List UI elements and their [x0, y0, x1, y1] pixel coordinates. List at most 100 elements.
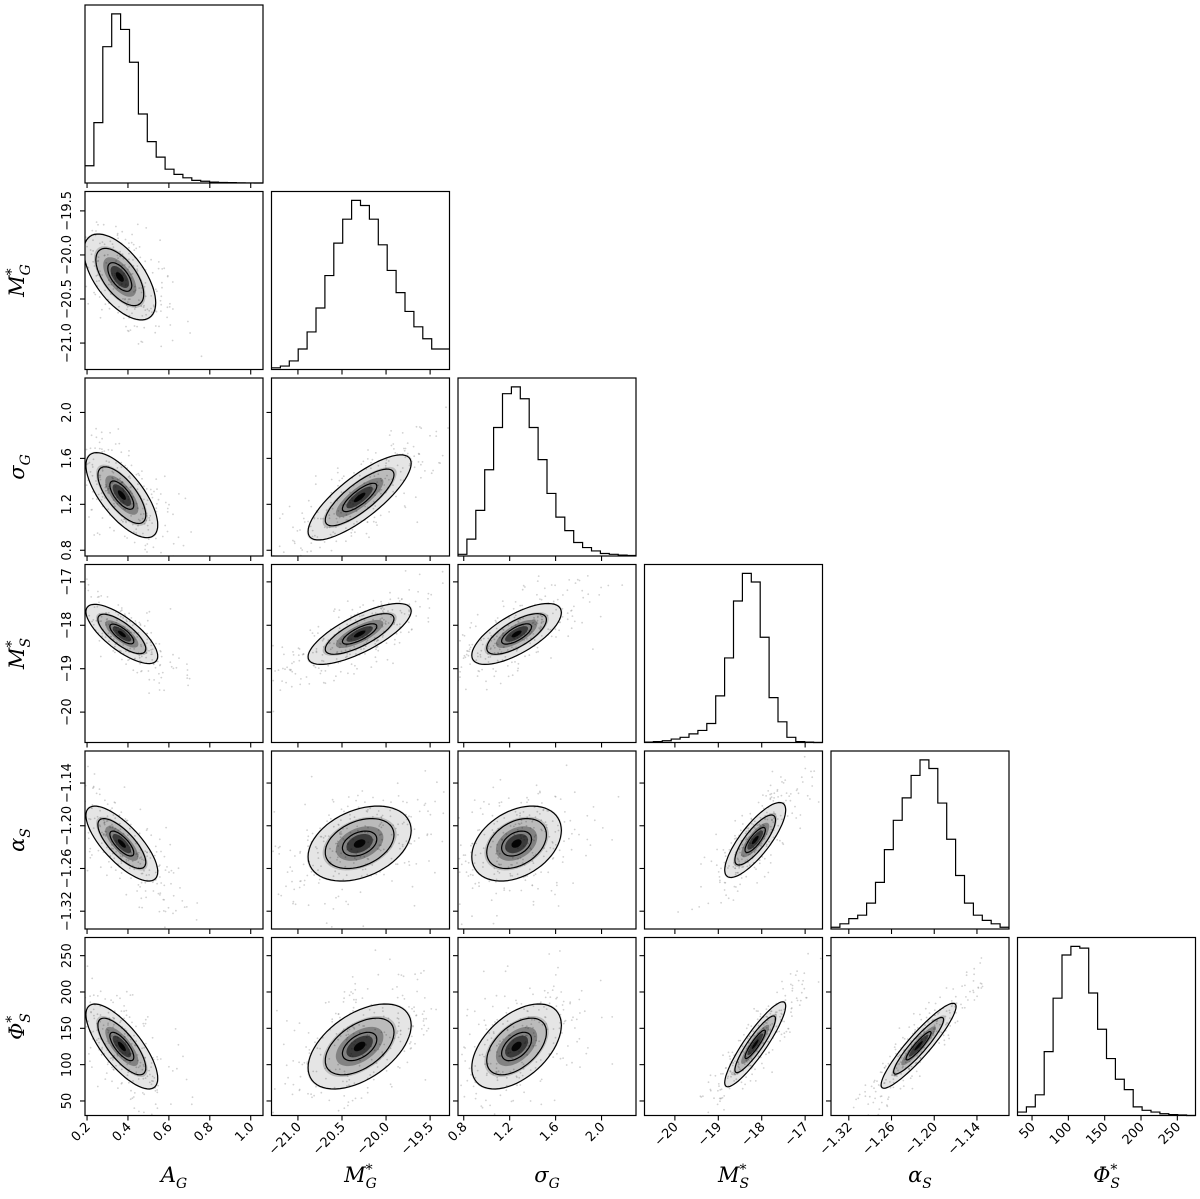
sample-point: [397, 597, 400, 600]
sample-point: [723, 1108, 725, 1111]
sample-point: [157, 267, 160, 270]
sample-point: [139, 1061, 142, 1064]
y-tick-label: −20: [60, 698, 75, 725]
sample-point: [171, 1070, 174, 1072]
sample-point: [150, 1083, 153, 1086]
sample-point: [539, 598, 541, 600]
sample-point: [146, 524, 149, 527]
sample-point: [151, 881, 154, 884]
sample-point: [150, 1113, 153, 1116]
sample-point: [139, 623, 142, 625]
sample-point: [802, 979, 804, 982]
sample-point: [129, 486, 132, 489]
sample-point: [519, 604, 522, 607]
sample-point: [137, 518, 140, 521]
sample-point: [611, 1063, 614, 1065]
sample-point: [505, 1089, 508, 1092]
sample-point: [766, 1033, 769, 1035]
sample-point: [790, 1011, 792, 1014]
sample-point: [750, 1057, 753, 1060]
sample-point: [81, 614, 83, 616]
sample-point: [507, 1007, 510, 1009]
sample-point: [337, 895, 340, 898]
sample-point: [742, 855, 745, 857]
sample-point: [354, 664, 356, 667]
sample-point: [805, 996, 808, 999]
sample-point: [977, 987, 980, 989]
sample-point: [106, 819, 109, 822]
sample-point: [156, 502, 158, 505]
sample-point: [758, 823, 761, 826]
sample-point: [260, 572, 262, 574]
sample-point: [424, 770, 427, 772]
sample-point: [105, 624, 107, 626]
sample-point: [405, 840, 408, 843]
sample-point: [108, 640, 110, 643]
sample-point: [498, 805, 501, 807]
sample-point: [523, 1091, 525, 1094]
sample-point: [174, 1028, 177, 1030]
sample-point: [740, 854, 743, 856]
sample-point: [133, 1092, 136, 1094]
sample-point: [121, 230, 124, 233]
sample-point: [358, 1031, 361, 1034]
sample-point: [535, 1061, 538, 1063]
sample-point: [398, 623, 401, 626]
sample-point: [112, 847, 114, 850]
sample-point: [110, 283, 113, 286]
sample-point: [757, 1024, 760, 1027]
sample-point: [727, 867, 729, 869]
sample-point: [136, 223, 139, 226]
sample-point: [533, 1019, 536, 1021]
sample-point: [97, 223, 99, 226]
sample-point: [707, 1111, 710, 1114]
sample-point: [414, 496, 417, 499]
sample-point: [734, 819, 737, 822]
sample-point: [771, 770, 774, 773]
sample-point: [322, 840, 325, 843]
sample-point: [521, 862, 524, 864]
sample-point: [965, 974, 968, 977]
sample-point: [753, 866, 756, 869]
sample-point: [127, 258, 130, 261]
sample-point: [133, 249, 136, 252]
sample-point: [570, 627, 573, 630]
sample-point: [531, 820, 534, 823]
sample-point: [972, 991, 975, 994]
sample-point: [336, 842, 339, 845]
sample-point: [487, 661, 490, 663]
sample-point: [541, 615, 543, 618]
sample-point: [290, 685, 293, 688]
sample-point: [918, 1035, 921, 1038]
sample-point: [342, 1001, 345, 1003]
contour-line: [341, 1031, 378, 1062]
sample-point: [122, 507, 125, 510]
histogram-step: [85, 13, 263, 184]
sample-point: [556, 996, 558, 999]
sample-point: [474, 882, 477, 885]
sample-point: [530, 631, 533, 633]
sample-point: [770, 1010, 772, 1013]
sample-point: [532, 633, 535, 635]
sample-point: [548, 953, 551, 955]
y-tick-label: 100: [60, 1052, 75, 1077]
sample-point: [501, 634, 504, 636]
sample-point: [493, 675, 496, 678]
sample-point: [153, 854, 156, 857]
sample-point: [120, 1082, 123, 1085]
sample-point: [91, 466, 94, 468]
sample-point: [883, 1067, 886, 1069]
density-fill: [117, 490, 126, 500]
sample-point: [540, 618, 543, 621]
sample-point: [374, 494, 376, 496]
sample-point: [379, 489, 382, 491]
sample-point: [796, 970, 798, 973]
sample-point: [232, 1048, 234, 1050]
sample-point: [374, 505, 377, 507]
panel-frame: [270, 190, 451, 371]
sample-point: [107, 491, 109, 494]
sample-point: [328, 1058, 331, 1060]
sample-point: [272, 850, 274, 853]
sample-point: [124, 1036, 126, 1038]
sample-point: [779, 839, 781, 842]
